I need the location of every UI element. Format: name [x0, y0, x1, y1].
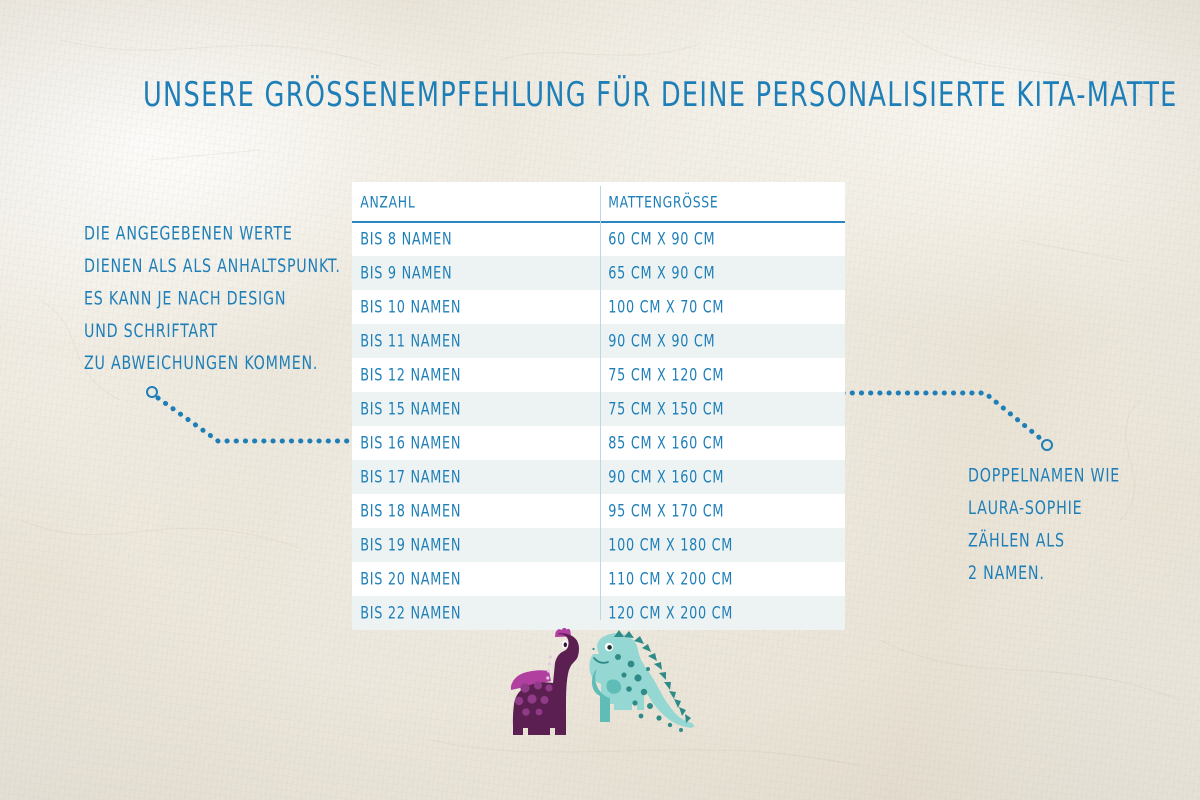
table-row: Bis 18 Namen 95 cm x 170 cm: [352, 494, 845, 528]
cell-anzahl: Bis 19 Namen: [360, 535, 462, 555]
note-left-line-5: zu Abweichungen kommen.: [84, 353, 319, 375]
cell-anzahl: Bis 16 Namen: [360, 433, 462, 453]
cell-groesse: 75 cm x 120 cm: [608, 365, 725, 385]
table-row: Bis 11 Namen 90 cm x 90 cm: [352, 324, 845, 358]
note-left: Die angegebenen Werte dienen als als Anh…: [84, 218, 341, 380]
cell-anzahl: Bis 18 Namen: [360, 501, 462, 521]
table-row: Bis 12 Namen 75 cm x 120 cm: [352, 358, 845, 392]
table-row: Bis 19 Namen 100 cm x 180 cm: [352, 528, 845, 562]
cell-anzahl: Bis 22 Namen: [360, 603, 462, 623]
note-right-line-3: zählen als: [968, 530, 1065, 552]
cell-anzahl: Bis 10 Namen: [360, 297, 462, 317]
cell-groesse: 120 cm x 200 cm: [608, 603, 734, 623]
size-recommendation-table: Anzahl Mattengröße Bis 8 Namen 60 cm x 9…: [352, 182, 845, 630]
table-row: Bis 10 Namen 100 cm x 70 cm: [352, 290, 845, 324]
note-left-line-1: Die angegebenen Werte: [84, 223, 293, 245]
cell-anzahl: Bis 11 Namen: [360, 331, 462, 351]
cell-groesse: 110 cm x 200 cm: [608, 569, 734, 589]
table-row: Bis 17 Namen 90 cm x 160 cm: [352, 460, 845, 494]
table-row: Bis 8 Namen 60 cm x 90 cm: [352, 222, 845, 256]
note-left-line-4: und Schriftart: [84, 320, 218, 343]
column-header-anzahl: Anzahl: [360, 192, 416, 212]
table-row: Bis 20 Namen 110 cm x 200 cm: [352, 562, 845, 596]
teal-dinosaur-icon: [589, 630, 695, 732]
cell-groesse: 90 cm x 90 cm: [608, 331, 716, 351]
table-row: Bis 9 Namen 65 cm x 90 cm: [352, 256, 845, 290]
table-column-divider: [600, 186, 601, 620]
cell-anzahl: Bis 8 Namen: [360, 229, 453, 249]
table-row: Bis 16 Namen 85 cm x 160 cm: [352, 426, 845, 460]
cell-groesse: 60 cm x 90 cm: [608, 229, 716, 249]
note-left-line-2: dienen als als Anhaltspunkt.: [84, 255, 341, 278]
cell-groesse: 100 cm x 70 cm: [608, 297, 725, 317]
note-right-line-4: 2 Namen.: [968, 562, 1045, 585]
cell-groesse: 90 cm x 160 cm: [608, 467, 725, 487]
cell-groesse: 65 cm x 90 cm: [608, 263, 716, 283]
purple-brontosaurus-icon: [511, 627, 579, 735]
cell-anzahl: Bis 17 Namen: [360, 467, 462, 487]
cell-groesse: 85 cm x 160 cm: [608, 433, 725, 453]
column-header-mattengroesse: Mattengröße: [608, 192, 719, 212]
note-right-line-2: Laura-Sophie: [968, 497, 1083, 520]
cell-groesse: 100 cm x 180 cm: [608, 535, 734, 555]
table-header-rule: [352, 221, 845, 223]
dinosaur-illustrations: [511, 627, 695, 735]
note-right-line-1: Doppelnamen wie: [968, 465, 1121, 487]
note-left-line-3: Es kann je nach Design: [84, 288, 287, 310]
cell-anzahl: Bis 12 Namen: [360, 365, 462, 385]
page-title: Unsere Größenempfehlung für deine person…: [143, 76, 1178, 116]
cell-anzahl: Bis 20 Namen: [360, 569, 462, 589]
cell-groesse: 95 cm x 170 cm: [608, 501, 725, 521]
table-row: Bis 22 Namen 120 cm x 200 cm: [352, 596, 845, 630]
cell-anzahl: Bis 9 Namen: [360, 263, 453, 283]
table-row: Bis 15 Namen 75 cm x 150 cm: [352, 392, 845, 426]
cell-anzahl: Bis 15 Namen: [360, 399, 462, 419]
note-right: Doppelnamen wie Laura-Sophie zählen als …: [968, 460, 1120, 590]
cell-groesse: 75 cm x 150 cm: [608, 399, 725, 419]
table-header-row: Anzahl Mattengröße: [352, 182, 845, 222]
